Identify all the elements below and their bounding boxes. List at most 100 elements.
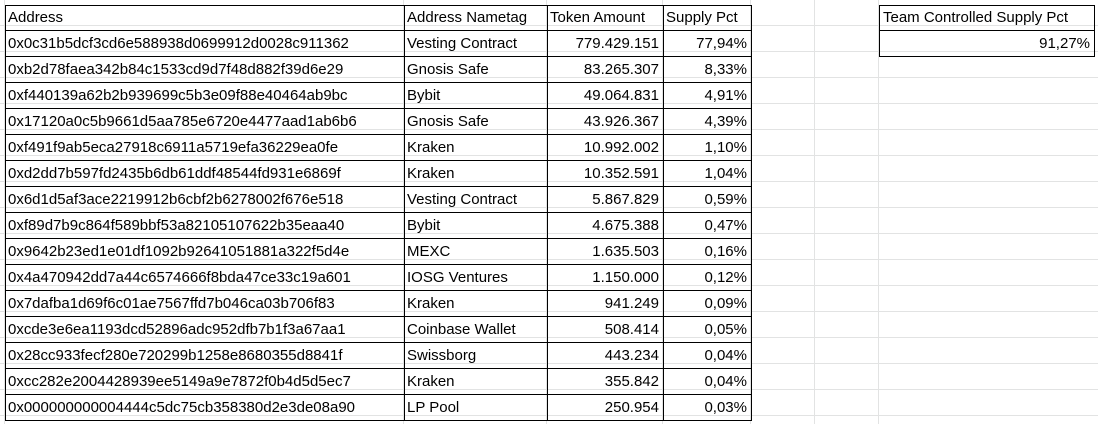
token-amount-cell[interactable]: 10.352.591 xyxy=(583,165,659,182)
address-cell[interactable]: 0x7dafba1d69f6c01ae7567ffd7b046ca03b706f… xyxy=(8,295,335,312)
grid-row-line xyxy=(0,415,1098,416)
address-cell[interactable]: 0xf89d7b9c864f589bbf53a82105107622b35eaa… xyxy=(8,217,345,234)
table-row-border xyxy=(5,30,752,31)
nametag-cell[interactable]: Vesting Contract xyxy=(407,191,518,208)
table-row-border xyxy=(5,238,752,239)
summary-border xyxy=(879,56,1095,57)
summary-border xyxy=(879,30,1095,31)
address-cell[interactable]: 0x4a470942dd7a44c6574666f8bda47ce33c19a6… xyxy=(8,269,351,286)
nametag-cell[interactable]: LP Pool xyxy=(407,399,460,416)
address-cell[interactable]: 0xf440139a62b2b939699c5b3e09f88e40464ab9… xyxy=(8,87,348,104)
nametag-cell[interactable]: MEXC xyxy=(407,243,451,260)
table-column-border xyxy=(5,5,6,421)
address-header[interactable]: Address xyxy=(8,9,64,26)
grid-row-line xyxy=(0,51,1098,52)
nametag-header[interactable]: Address Nametag xyxy=(407,9,528,26)
token-amount-cell[interactable]: 49.064.831 xyxy=(583,87,659,104)
token-amount-cell[interactable]: 5.867.829 xyxy=(592,191,659,208)
address-cell[interactable]: 0x6d1d5af3ace2219912b6cbf2b6278002f676e5… xyxy=(8,191,344,208)
summary-border xyxy=(1094,5,1095,57)
nametag-cell[interactable]: IOSG Ventures xyxy=(407,269,508,286)
address-cell[interactable]: 0xcc282e2004428939ee5149a9e7872f0b4d5d5e… xyxy=(8,373,351,390)
supply-pct-cell[interactable]: 0,12% xyxy=(704,269,747,286)
nametag-cell[interactable]: Gnosis Safe xyxy=(407,113,489,130)
table-row-border xyxy=(5,394,752,395)
grid-row-line xyxy=(0,285,1098,286)
token-amount-cell[interactable]: 10.992.002 xyxy=(583,139,659,156)
supply-pct-cell[interactable]: 0,16% xyxy=(704,243,747,260)
token-amount-cell[interactable]: 779.429.151 xyxy=(575,35,659,52)
table-row-border xyxy=(5,212,752,213)
nametag-cell[interactable]: Kraken xyxy=(407,165,455,182)
table-row-border xyxy=(5,82,752,83)
token-amount-cell[interactable]: 508.414 xyxy=(604,321,659,338)
table-row-border xyxy=(5,342,752,343)
supply-pct-cell[interactable]: 77,94% xyxy=(696,35,747,52)
table-row-border xyxy=(5,56,752,57)
table-column-border xyxy=(404,5,405,421)
grid-row-line xyxy=(0,77,1098,78)
address-cell[interactable]: 0x28cc933fecf280e720299b1258e8680355d884… xyxy=(8,347,343,364)
address-cell[interactable]: 0xd2dd7b597fd2435b6db61ddf48544fd931e686… xyxy=(8,165,341,182)
table-row-border xyxy=(5,316,752,317)
nametag-cell[interactable]: Kraken xyxy=(407,295,455,312)
nametag-cell[interactable]: Gnosis Safe xyxy=(407,61,489,78)
nametag-cell[interactable]: Bybit xyxy=(407,87,441,104)
table-row-border xyxy=(5,108,752,109)
supply-pct-cell[interactable]: 1,04% xyxy=(704,165,747,182)
token-amount-cell[interactable]: 1.150.000 xyxy=(592,269,659,286)
grid-row-line xyxy=(0,259,1098,260)
supply-pct-cell[interactable]: 0,04% xyxy=(704,347,747,364)
team-supply-value[interactable]: 91,27% xyxy=(1039,35,1090,52)
address-cell[interactable]: 0x17120a0c5b9661d5aa785e6720e4477aad1ab6… xyxy=(8,113,357,130)
table-row-border xyxy=(5,368,752,369)
nametag-cell[interactable]: Bybit xyxy=(407,217,441,234)
supply-pct-cell[interactable]: 0,47% xyxy=(704,217,747,234)
table-row-border xyxy=(5,186,752,187)
supply-pct-cell[interactable]: 4,39% xyxy=(704,113,747,130)
grid-column-line xyxy=(878,0,879,424)
grid-row-line xyxy=(0,25,1098,26)
team-supply-label[interactable]: Team Controlled Supply Pct xyxy=(883,9,1069,26)
grid-row-line xyxy=(0,129,1098,130)
address-cell[interactable]: 0xcde3e6ea1193dcd52896adc952dfb7b1f3a67a… xyxy=(8,321,346,338)
supply-pct-cell[interactable]: 0,05% xyxy=(704,321,747,338)
token-amount-cell[interactable]: 355.842 xyxy=(604,373,659,390)
nametag-cell[interactable]: Vesting Contract xyxy=(407,35,518,52)
summary-border xyxy=(879,5,1095,6)
token-amount-header[interactable]: Token Amount xyxy=(550,9,646,26)
token-amount-cell[interactable]: 443.234 xyxy=(604,347,659,364)
table-row-border xyxy=(5,264,752,265)
token-amount-cell[interactable]: 1.635.503 xyxy=(592,243,659,260)
grid-row-line xyxy=(0,311,1098,312)
token-amount-cell[interactable]: 4.675.388 xyxy=(592,217,659,234)
nametag-cell[interactable]: Kraken xyxy=(407,373,455,390)
supply-pct-cell[interactable]: 0,03% xyxy=(704,399,747,416)
token-amount-cell[interactable]: 43.926.367 xyxy=(583,113,659,130)
grid-row-line xyxy=(0,103,1098,104)
nametag-cell[interactable]: Coinbase Wallet xyxy=(407,321,516,338)
token-amount-cell[interactable]: 83.265.307 xyxy=(583,61,659,78)
address-cell[interactable]: 0xb2d78faea342b84c1533cd9d7f48d882f39d6e… xyxy=(8,61,344,78)
summary-border xyxy=(879,5,880,57)
supply-pct-cell[interactable]: 4,91% xyxy=(704,87,747,104)
grid-row-line xyxy=(0,337,1098,338)
grid-row-line xyxy=(0,389,1098,390)
token-amount-cell[interactable]: 250.954 xyxy=(604,399,659,416)
supply-pct-header[interactable]: Supply Pct xyxy=(666,9,738,26)
address-cell[interactable]: 0xf491f9ab5eca27918c6911a5719efa36229ea0… xyxy=(8,139,339,156)
grid-row-line xyxy=(0,233,1098,234)
token-amount-cell[interactable]: 941.249 xyxy=(604,295,659,312)
table-row-border xyxy=(5,134,752,135)
supply-pct-cell[interactable]: 8,33% xyxy=(704,61,747,78)
supply-pct-cell[interactable]: 0,09% xyxy=(704,295,747,312)
address-cell[interactable]: 0x9642b23ed1e01df1092b92641051881a322f5d… xyxy=(8,243,350,260)
supply-pct-cell[interactable]: 0,04% xyxy=(704,373,747,390)
address-cell[interactable]: 0x000000000004444c5dc75cb358380d2e3de08a… xyxy=(8,399,356,416)
address-cell[interactable]: 0x0c31b5dcf3cd6e588938d0699912d0028c9113… xyxy=(8,35,349,52)
supply-pct-cell[interactable]: 1,10% xyxy=(704,139,747,156)
nametag-cell[interactable]: Kraken xyxy=(407,139,455,156)
nametag-cell[interactable]: Swissborg xyxy=(407,347,477,364)
supply-pct-cell[interactable]: 0,59% xyxy=(704,191,747,208)
